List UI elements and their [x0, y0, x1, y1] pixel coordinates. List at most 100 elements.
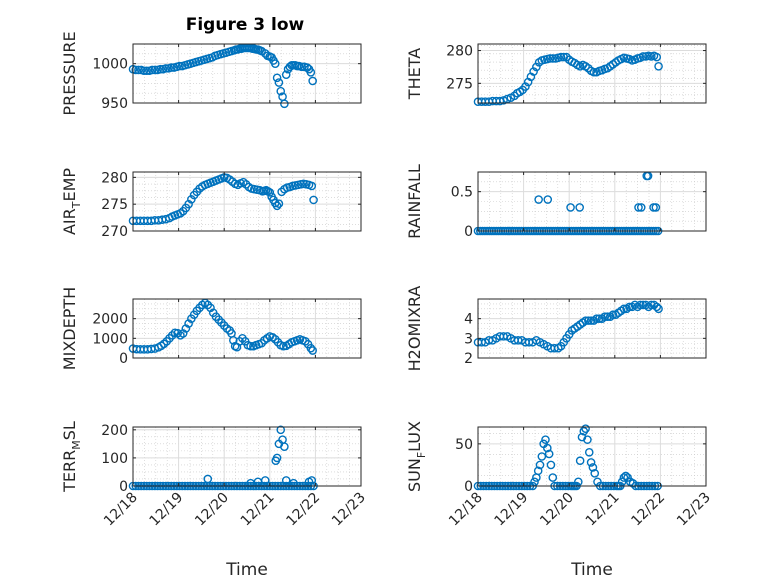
- data-point: [592, 314, 601, 323]
- x-tick-label: 12/19: [492, 490, 532, 530]
- data-point: [543, 443, 552, 453]
- data-point: [654, 61, 663, 71]
- data-point: [533, 466, 543, 476]
- y-tick-label: 50: [455, 437, 473, 453]
- y-tick-label: 3: [464, 331, 473, 347]
- axes-box: [132, 43, 362, 104]
- panel-5: 0 1000 2000 MIXDEPTH: [60, 287, 362, 370]
- panel-7: 0 100 200 TERRMSL 12/18 12/19 12/20 12/21 12/22 1…: [60, 421, 369, 580]
- y-tick-label: 280: [446, 44, 473, 60]
- data-point: [276, 425, 286, 435]
- data-point: [535, 460, 545, 470]
- data-point: [274, 78, 284, 87]
- data-point: [274, 199, 284, 208]
- y-tick-label: 1000: [92, 331, 128, 347]
- axes-box: [132, 426, 362, 487]
- y-axis-label: SUNFLUX: [405, 421, 428, 492]
- y-tick-label: 0.5: [451, 185, 473, 201]
- data-point: [575, 203, 584, 212]
- panel-8: 0 50 SUNFLUX 12/18 12/19 12/20 12/21 12/22 12/23…: [405, 421, 714, 580]
- data-point: [529, 67, 538, 76]
- data-point: [652, 52, 662, 62]
- panel-4: 0 0.5 RAINFALL: [405, 164, 707, 240]
- data-point: [548, 54, 558, 63]
- data-point: [297, 62, 307, 72]
- data-point: [246, 341, 255, 351]
- y-tick-label: 0: [119, 351, 128, 367]
- data-point: [654, 304, 663, 314]
- axes-box: [132, 171, 362, 232]
- data-point: [272, 453, 282, 463]
- y-axis-label: MIXDEPTH: [60, 287, 79, 370]
- plot-area: [478, 427, 706, 486]
- data-point: [307, 476, 317, 485]
- x-tick-label: 12/18: [446, 490, 486, 530]
- data-point: [619, 473, 629, 482]
- y-tick-label: 0: [464, 479, 473, 495]
- data-points: [128, 43, 317, 109]
- data-point: [260, 476, 270, 485]
- data-point: [586, 316, 596, 325]
- data-point: [280, 99, 289, 109]
- data-point: [530, 477, 539, 487]
- data-point: [634, 203, 643, 212]
- axes-box: [132, 298, 362, 359]
- x-tick-label: 12/23: [674, 490, 714, 530]
- data-point: [593, 477, 602, 487]
- y-tick-label: 275: [101, 197, 128, 213]
- x-tick-label: 12/21: [583, 490, 623, 530]
- data-point: [307, 181, 317, 191]
- x-tick-label: 12/23: [329, 490, 369, 530]
- data-point: [556, 52, 566, 62]
- data-point: [309, 195, 318, 205]
- y-tick-label: 200: [101, 423, 128, 439]
- data-point: [167, 331, 177, 340]
- y-tick-label: 100: [101, 451, 128, 467]
- data-point: [608, 310, 618, 320]
- y-axis-label: H2OMIXRA: [405, 286, 424, 372]
- data-point: [521, 82, 530, 91]
- data-point: [142, 66, 151, 76]
- data-point: [621, 471, 631, 481]
- x-tick-label: 12/22: [283, 490, 323, 530]
- x-tick-label: 12/21: [238, 490, 278, 530]
- data-points: [128, 298, 317, 355]
- data-point: [652, 302, 662, 312]
- x-tick-label: 12/20: [537, 490, 577, 530]
- data-point: [546, 460, 556, 470]
- y-axis-label: THETA: [405, 48, 424, 100]
- data-point: [562, 52, 571, 62]
- y-axis-label-subscript: F: [415, 452, 428, 458]
- data-point: [510, 91, 519, 101]
- data-point: [541, 435, 550, 444]
- data-point: [241, 180, 251, 189]
- y-axis-label-tail: SL: [60, 421, 79, 440]
- y-tick-label: 275: [446, 76, 473, 92]
- data-point: [537, 452, 547, 461]
- data-point: [281, 70, 291, 79]
- data-point: [545, 54, 555, 63]
- data-point: [270, 59, 280, 68]
- data-point: [586, 458, 596, 467]
- data-point: [203, 474, 213, 484]
- data-point: [308, 76, 317, 86]
- data-point: [617, 477, 627, 487]
- data-point: [581, 316, 590, 325]
- data-point: [589, 67, 599, 77]
- y-tick-label: 950: [101, 96, 128, 112]
- data-point: [150, 65, 160, 75]
- data-point: [187, 195, 196, 204]
- data-point: [306, 343, 316, 353]
- data-point: [588, 463, 598, 472]
- data-points: [128, 173, 318, 226]
- data-point: [276, 86, 286, 96]
- data-point: [603, 312, 612, 322]
- y-axis-label: AIRTEMP: [60, 168, 83, 235]
- data-point: [623, 473, 632, 482]
- axes-box: [477, 298, 707, 359]
- panel-2: 275 280 THETA: [405, 43, 707, 106]
- data-point: [175, 61, 184, 71]
- axes-box: [477, 171, 707, 232]
- y-axis-label-subscript: M: [70, 440, 83, 450]
- y-tick-label: 0: [119, 479, 128, 495]
